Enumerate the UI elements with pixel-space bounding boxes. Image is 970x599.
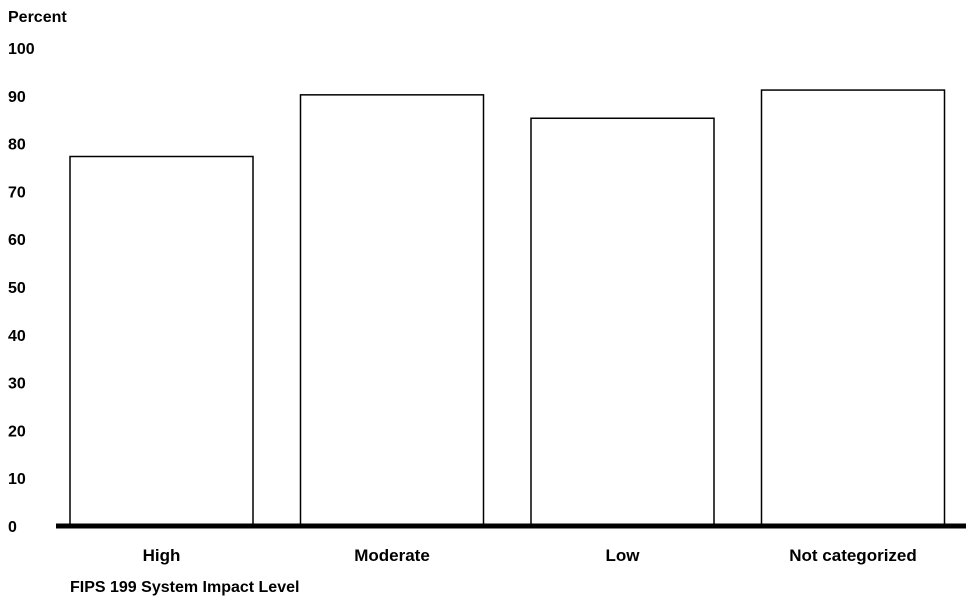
x-tick-label: Moderate: [354, 546, 430, 565]
x-tick-labels: High Moderate Low Not categorized: [143, 546, 917, 565]
bar: [530, 117, 715, 527]
y-tick-label: 50: [8, 280, 26, 297]
y-tick-label: 70: [8, 184, 26, 201]
bar: [69, 155, 254, 527]
y-tick-label: 80: [8, 137, 26, 154]
x-tick-label: Low: [606, 546, 641, 565]
y-tick-label: 90: [8, 89, 26, 106]
y-axis-label: Percent: [8, 9, 67, 26]
x-tick-label: High: [143, 546, 181, 565]
x-tick-label: Not categorized: [789, 546, 917, 565]
y-tick-label: 30: [8, 376, 26, 393]
y-tick-label: 0: [8, 519, 17, 536]
y-tick-label: 60: [8, 232, 26, 249]
y-tick-label: 10: [8, 471, 26, 488]
y-tick-label: 100: [8, 41, 35, 58]
y-tick-labels: 0 10 20 30 40 50 60 70 80 90 100: [8, 41, 35, 536]
y-tick-label: 40: [8, 328, 26, 345]
x-axis-label: FIPS 199 System Impact Level: [70, 579, 299, 596]
bar: [299, 94, 485, 527]
bars: [69, 89, 946, 527]
y-tick-label: 20: [8, 423, 26, 440]
bar: [760, 89, 946, 527]
